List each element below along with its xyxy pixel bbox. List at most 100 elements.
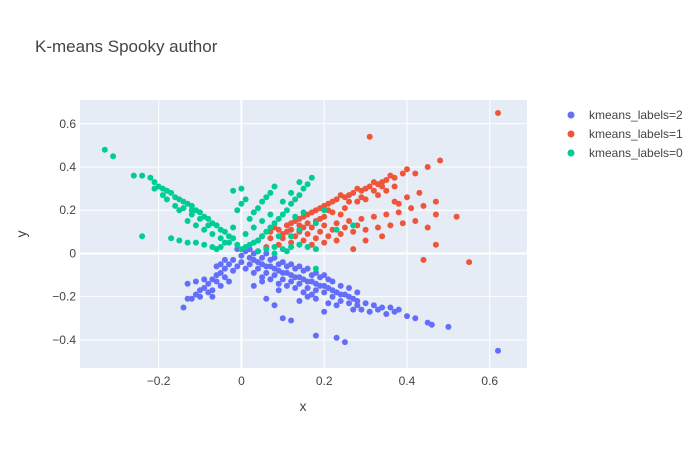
data-point[interactable]: [271, 254, 278, 261]
data-point[interactable]: [267, 224, 274, 231]
data-point[interactable]: [321, 222, 328, 229]
data-point[interactable]: [234, 263, 241, 270]
data-point[interactable]: [346, 198, 352, 205]
data-point[interactable]: [209, 231, 216, 237]
data-point[interactable]: [312, 265, 319, 272]
data-point[interactable]: [184, 239, 191, 246]
data-point[interactable]: [296, 298, 303, 304]
data-point[interactable]: [312, 246, 319, 253]
data-point[interactable]: [279, 276, 286, 283]
data-point[interactable]: [495, 347, 501, 354]
data-point[interactable]: [192, 239, 199, 246]
legend-item-kmeans-2[interactable]: kmeans_labels=2: [567, 108, 684, 122]
data-point[interactable]: [312, 207, 319, 214]
data-point[interactable]: [192, 222, 199, 229]
data-point[interactable]: [230, 256, 237, 263]
data-point[interactable]: [346, 218, 352, 224]
data-point[interactable]: [362, 185, 369, 192]
data-point[interactable]: [221, 228, 228, 235]
data-point[interactable]: [250, 282, 257, 289]
data-point[interactable]: [288, 226, 295, 233]
data-point[interactable]: [375, 306, 381, 313]
data-point[interactable]: [172, 202, 179, 209]
data-point[interactable]: [271, 183, 278, 190]
data-point[interactable]: [333, 334, 340, 341]
data-point[interactable]: [304, 278, 311, 285]
data-point[interactable]: [375, 224, 381, 231]
data-point[interactable]: [230, 224, 237, 231]
data-point[interactable]: [205, 280, 212, 287]
data-point[interactable]: [205, 215, 212, 222]
data-point[interactable]: [432, 241, 439, 248]
data-point[interactable]: [333, 220, 340, 227]
data-point[interactable]: [221, 274, 228, 281]
data-point[interactable]: [234, 241, 241, 248]
data-point[interactable]: [383, 187, 390, 194]
data-point[interactable]: [101, 146, 108, 153]
data-point[interactable]: [445, 323, 452, 330]
data-point[interactable]: [184, 280, 191, 287]
data-point[interactable]: [263, 263, 270, 270]
data-point[interactable]: [197, 209, 203, 216]
data-point[interactable]: [176, 207, 183, 214]
data-point[interactable]: [321, 202, 328, 209]
data-point[interactable]: [424, 224, 431, 231]
data-point[interactable]: [412, 218, 419, 224]
data-point[interactable]: [259, 233, 266, 240]
data-point[interactable]: [354, 302, 361, 309]
data-point[interactable]: [321, 239, 328, 246]
data-point[interactable]: [387, 304, 394, 311]
data-point[interactable]: [329, 226, 336, 233]
data-point[interactable]: [404, 313, 410, 320]
data-point[interactable]: [300, 289, 307, 296]
data-point[interactable]: [432, 198, 439, 205]
data-point[interactable]: [333, 226, 340, 233]
data-point[interactable]: [242, 265, 249, 272]
data-point[interactable]: [300, 209, 307, 216]
data-point[interactable]: [205, 222, 212, 229]
data-point[interactable]: [358, 215, 365, 222]
data-point[interactable]: [358, 306, 365, 313]
data-point[interactable]: [296, 192, 303, 199]
data-point[interactable]: [221, 265, 228, 272]
data-point[interactable]: [404, 166, 410, 173]
data-point[interactable]: [279, 211, 286, 218]
data-point[interactable]: [238, 259, 245, 266]
data-point[interactable]: [201, 241, 208, 248]
data-point[interactable]: [292, 233, 299, 240]
data-point[interactable]: [242, 196, 249, 203]
data-point[interactable]: [234, 207, 241, 214]
data-point[interactable]: [312, 220, 319, 227]
data-point[interactable]: [375, 192, 381, 199]
data-point[interactable]: [263, 246, 270, 253]
data-point[interactable]: [300, 185, 307, 192]
data-point[interactable]: [308, 174, 315, 181]
data-point[interactable]: [329, 278, 336, 285]
data-point[interactable]: [354, 198, 361, 205]
data-point[interactable]: [329, 293, 336, 300]
data-point[interactable]: [317, 215, 324, 222]
data-point[interactable]: [250, 224, 257, 231]
data-point[interactable]: [283, 207, 290, 214]
data-point[interactable]: [271, 302, 278, 309]
data-point[interactable]: [337, 211, 344, 218]
data-point[interactable]: [296, 263, 303, 270]
data-point[interactable]: [263, 228, 270, 235]
data-point[interactable]: [159, 192, 166, 199]
data-point[interactable]: [147, 174, 154, 181]
legend-item-kmeans-0[interactable]: kmeans_labels=0: [567, 146, 684, 160]
data-point[interactable]: [321, 308, 328, 315]
data-point[interactable]: [267, 235, 274, 242]
data-point[interactable]: [350, 222, 357, 229]
data-point[interactable]: [354, 185, 361, 192]
data-point[interactable]: [168, 235, 175, 242]
data-point[interactable]: [288, 220, 295, 227]
data-point[interactable]: [292, 213, 299, 220]
data-point[interactable]: [238, 200, 245, 207]
data-point[interactable]: [391, 198, 398, 205]
data-point[interactable]: [337, 282, 344, 289]
data-point[interactable]: [230, 235, 237, 242]
data-point[interactable]: [217, 235, 224, 242]
data-point[interactable]: [271, 250, 278, 257]
data-point[interactable]: [304, 285, 311, 291]
